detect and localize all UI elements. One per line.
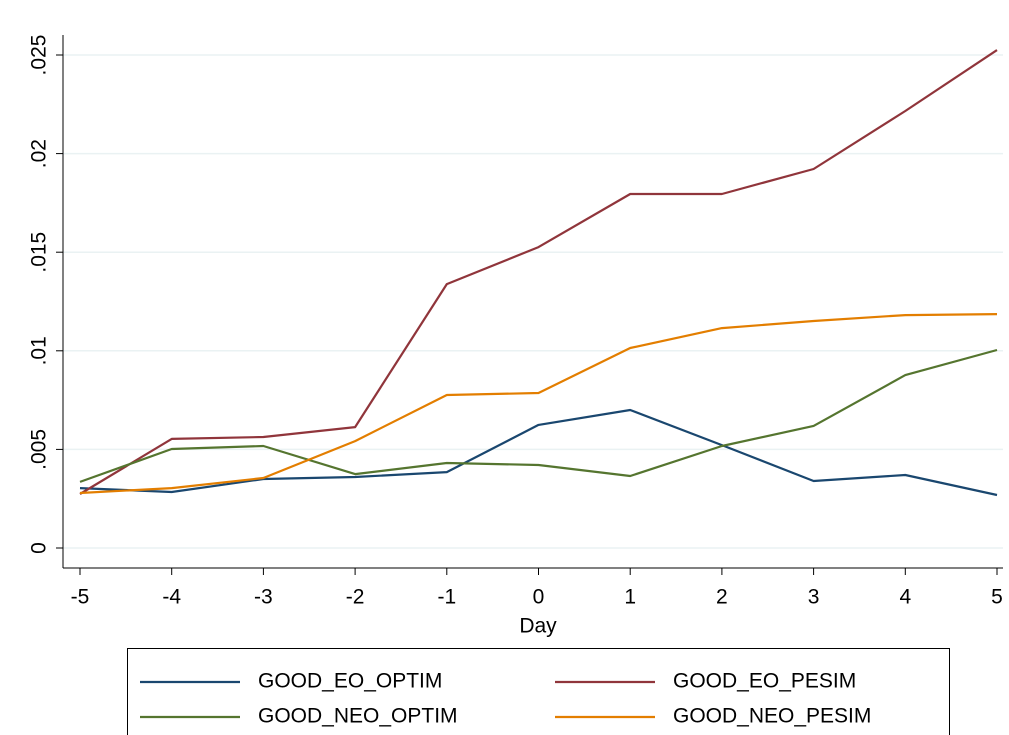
x-tick-label: -4: [162, 586, 181, 609]
y-tick-label: .015: [28, 232, 51, 273]
x-tick-label: -3: [254, 586, 273, 609]
x-tick-label: 4: [899, 586, 911, 609]
x-tick-label: 3: [808, 586, 820, 609]
x-tick-label: 5: [991, 586, 1003, 609]
x-tick-label: 2: [716, 586, 728, 609]
x-tick-label: -5: [71, 586, 90, 609]
series-line: [79, 313, 998, 495]
y-tick-label: 0: [28, 542, 51, 554]
series-line: [79, 408, 998, 497]
series-line: [79, 348, 998, 483]
y-tick-label: .005: [28, 429, 51, 470]
legend-label: GOOD_EO_PESIM: [673, 670, 856, 693]
series-line: [79, 49, 998, 495]
y-tick-label: .01: [28, 336, 51, 365]
y-tick-label: .02: [28, 139, 51, 168]
x-axis-title: Day: [519, 615, 557, 638]
x-tick-label: 1: [624, 586, 636, 609]
legend-label: GOOD_EO_OPTIM: [258, 670, 442, 693]
y-tick-label: .025: [28, 35, 51, 76]
x-tick-label: -2: [346, 586, 365, 609]
legend-box: [127, 648, 950, 735]
x-tick-label: -1: [437, 586, 456, 609]
legend-label: GOOD_NEO_OPTIM: [258, 705, 458, 728]
x-tick-label: 0: [533, 586, 545, 609]
legend-label: GOOD_NEO_PESIM: [673, 705, 871, 728]
